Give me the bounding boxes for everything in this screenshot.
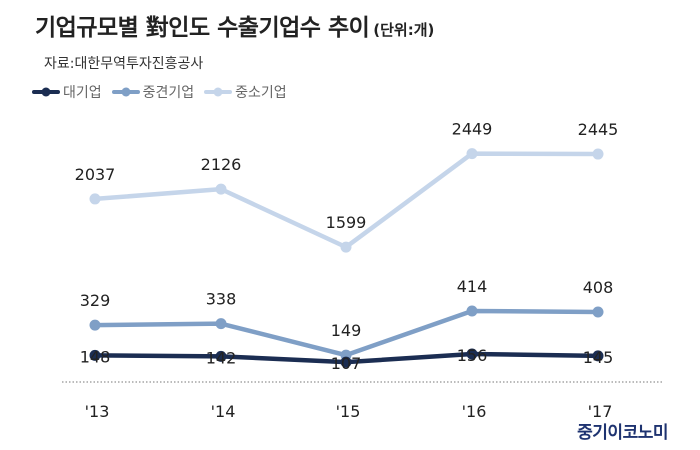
data-label-1-1: 338 (206, 290, 237, 309)
legend-swatch-2 (204, 87, 233, 97)
data-point-1-4 (592, 306, 604, 318)
data-point-2-3 (466, 148, 478, 160)
data-point-1-1 (215, 318, 227, 330)
data-label-1-2: 149 (331, 321, 362, 340)
data-label-2-1: 2126 (201, 155, 242, 174)
x-tick-label-1: '14 (211, 402, 236, 421)
data-label-2-4: 2445 (578, 120, 619, 139)
legend-label-1: 중견기업 (142, 85, 195, 101)
data-point-2-4 (592, 148, 604, 160)
data-point-2-2 (340, 241, 352, 253)
x-tick-label-3: '16 (462, 402, 487, 421)
legend-swatch-0 (32, 87, 60, 97)
data-label-0-4: 145 (583, 348, 614, 367)
data-label-1-3: 414 (457, 277, 488, 296)
data-label-2-0: 2037 (75, 165, 116, 184)
unit-label: (단위:개) (373, 21, 435, 39)
data-point-0-1 (215, 350, 227, 362)
data-point-2-0 (89, 193, 101, 205)
data-label-1-4: 408 (583, 278, 614, 297)
data-label-2-3: 2449 (452, 120, 493, 139)
data-point-0-4 (592, 350, 604, 362)
legend: 대기업 중견기업 중소기업 (32, 82, 287, 102)
source-label: 자료:대한무역투자진흥공사 (44, 56, 204, 72)
data-point-1-0 (89, 319, 101, 331)
legend-label-0: 대기업 (63, 85, 102, 101)
data-point-1-3 (466, 305, 478, 317)
x-tick-label-2: '15 (336, 402, 361, 421)
data-point-2-1 (215, 183, 227, 195)
legend-item-2: 중소기업 (204, 82, 287, 102)
legend-item-0: 대기업 (32, 82, 102, 102)
x-tick-label-0: '13 (85, 402, 110, 421)
data-label-0-3: 156 (457, 346, 488, 365)
data-label-1-0: 329 (80, 291, 111, 310)
data-point-0-3 (466, 348, 478, 360)
chart-title-block: 기업규모별 對인도 수출기업수 추이 (단위:개) (35, 8, 434, 42)
data-label-0-1: 142 (206, 348, 237, 367)
legend-swatch-1 (111, 87, 140, 97)
legend-label-2: 중소기업 (235, 85, 287, 101)
data-label-2-2: 1599 (326, 213, 367, 232)
data-point-0-0 (89, 349, 101, 361)
data-label-0-0: 148 (80, 347, 111, 366)
legend-item-1: 중견기업 (111, 82, 195, 102)
series-line-2 (92, 151, 601, 250)
brand-logo: 중기이코노미 (577, 423, 668, 443)
chart-title: 기업규모별 對인도 수출기업수 추이 (35, 15, 370, 41)
data-point-0-2 (340, 356, 352, 368)
x-tick-label-4: '17 (588, 402, 613, 421)
data-label-0-2: 107 (331, 354, 362, 373)
